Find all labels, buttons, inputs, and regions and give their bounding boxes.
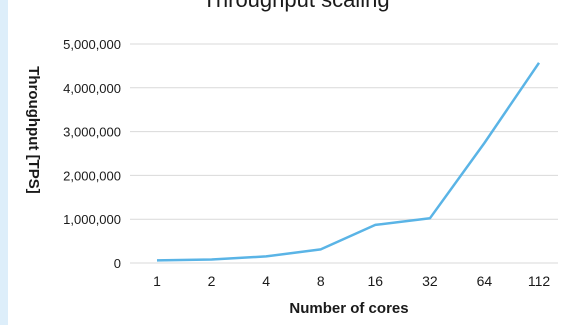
x-tick-label: 112 — [528, 273, 551, 289]
series-lines — [157, 63, 539, 261]
y-tick-label: 5,000,000 — [63, 37, 121, 52]
y-tick-label: 3,000,000 — [63, 125, 121, 140]
x-tick-label: 64 — [477, 273, 493, 289]
x-tick-labels: 1 2 4 8 16 32 64 112 — [153, 273, 550, 289]
y-tick-labels: 0 1,000,000 2,000,000 3,000,000 4,000,000 5,0… — [63, 37, 121, 271]
x-tick-label: 1 — [153, 273, 161, 289]
y-tick-label: 0 — [114, 256, 121, 271]
y-tick-label: 4,000,000 — [63, 81, 121, 96]
x-tick-label: 32 — [422, 273, 438, 289]
x-tick-label: 16 — [367, 273, 383, 289]
x-tick-label: 4 — [262, 273, 270, 289]
y-axis-label: Throughput [TPS] — [25, 66, 42, 193]
x-tick-label: 8 — [317, 273, 325, 289]
gridlines — [130, 44, 558, 263]
y-tick-label: 1,000,000 — [63, 212, 121, 227]
series-line — [157, 63, 539, 261]
x-tick-label: 2 — [208, 273, 216, 289]
x-axis-label: Number of cores — [289, 300, 408, 317]
y-tick-label: 2,000,000 — [63, 168, 121, 183]
